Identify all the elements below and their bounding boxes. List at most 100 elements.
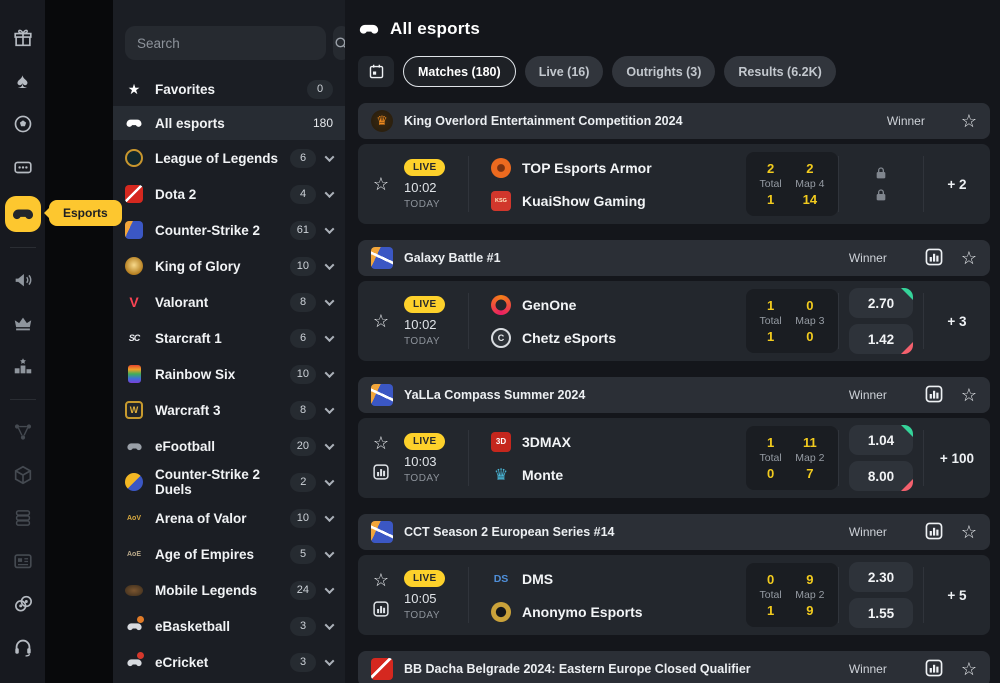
favorite-star-icon[interactable]: ☆ <box>960 522 977 542</box>
score-value: 2 <box>806 161 814 176</box>
odds-button-team2[interactable]: 8.00 <box>849 461 913 491</box>
tournament-header[interactable]: BB Dacha Belgrade 2024: Eastern Europe C… <box>358 651 990 683</box>
warcraft-3-icon <box>125 401 143 419</box>
odds-value: 2.70 <box>867 295 895 311</box>
tournament-title: Galaxy Battle #1 <box>404 251 501 265</box>
odds-button-team2[interactable]: 1.42 <box>849 324 913 354</box>
sidebar-item-ecricket[interactable]: eCricket 3 <box>113 644 345 680</box>
sidebar-item-mobile-legends[interactable]: Mobile Legends 24 <box>113 572 345 608</box>
favorite-star-icon[interactable]: ☆ <box>960 248 977 268</box>
tab-matches[interactable]: Matches (180) <box>403 56 516 87</box>
chevron-down-icon <box>324 475 335 486</box>
odds-button-team1[interactable]: 2.70 <box>849 288 913 318</box>
tab-results[interactable]: Results (6.2K) <box>724 56 836 87</box>
divider <box>468 567 469 623</box>
more-markets[interactable]: + 3 <box>947 313 967 329</box>
match-row[interactable]: ☆ LIVE 10:05 TODAY DMS Anonymo Esports 0 <box>358 555 990 635</box>
match-row[interactable]: ☆ LIVE 10:02 TODAY GenOne Chetz eSports … <box>358 281 990 361</box>
megaphone-promotions-icon[interactable] <box>8 266 38 294</box>
tournament-section: CCT Season 2 European Series #14 Winner … <box>358 514 990 635</box>
stats-icon[interactable] <box>923 520 947 544</box>
stats-icon[interactable] <box>923 246 947 270</box>
spades-card-games-icon[interactable]: ♠ <box>16 69 29 93</box>
tab-outrights[interactable]: Outrights (3) <box>612 56 716 87</box>
starcraft-1-icon <box>125 329 143 347</box>
soccer-sports-icon[interactable] <box>8 110 38 138</box>
match-row[interactable]: ☆ LIVE 10:03 TODAY 3DMAX Monte 1 Total <box>358 418 990 498</box>
stack-icon[interactable] <box>8 504 38 532</box>
favorite-star-icon[interactable]: ☆ <box>372 174 390 194</box>
chevron-down-icon <box>324 151 335 162</box>
odds-button-team2[interactable]: 1.55 <box>849 598 913 628</box>
chevron-down-icon <box>324 439 335 450</box>
team-name: TOP Esports Armor <box>522 159 652 176</box>
match-day: TODAY <box>404 335 441 347</box>
sidebar-item-efootball[interactable]: eFootball 20 <box>113 428 345 464</box>
more-markets[interactable]: + 2 <box>947 176 967 192</box>
score-panel: 1 Total 1 0 Map 3 0 <box>746 289 838 353</box>
sidebar-item-valorant[interactable]: Valorant 8 <box>113 284 345 320</box>
more-markets[interactable]: + 100 <box>939 450 975 466</box>
favorite-star-icon[interactable]: ☆ <box>960 659 977 679</box>
match-row[interactable]: ☆ LIVE 10:02 TODAY TOP Esports Armor Kua… <box>358 144 990 224</box>
score-label: Total <box>759 589 782 601</box>
odds-value: 1.04 <box>867 432 895 448</box>
tournament-header[interactable]: Galaxy Battle #1 Winner ☆ <box>358 240 990 276</box>
esports-gamepad-icon[interactable] <box>4 196 41 232</box>
game-label: Starcraft 1 <box>155 330 222 346</box>
favorite-star-icon[interactable]: ☆ <box>960 111 977 131</box>
podium-tournaments-icon[interactable] <box>8 352 38 380</box>
odds-button-team1[interactable]: 1.04 <box>849 425 913 455</box>
news-card-icon[interactable] <box>8 547 38 575</box>
search-input[interactable] <box>125 26 326 60</box>
crown-vip-icon[interactable] <box>8 309 38 337</box>
favorite-star-icon[interactable]: ☆ <box>372 570 390 590</box>
stats-icon[interactable] <box>923 383 947 407</box>
more-markets[interactable]: + 5 <box>947 587 967 603</box>
trend-up-icon <box>901 425 913 437</box>
favorite-star-icon[interactable]: ☆ <box>960 385 977 405</box>
promotions-gift-icon[interactable] <box>8 24 38 52</box>
sidebar-item-counter-strike-2-duels[interactable]: Counter-Strike 2 Duels 2 <box>113 464 345 500</box>
favorite-star-icon[interactable]: ☆ <box>372 311 390 331</box>
sidebar-item-counter-strike-2[interactable]: Counter-Strike 2 61 <box>113 212 345 248</box>
stats-icon[interactable] <box>923 657 947 681</box>
team-name: KuaiShow Gaming <box>522 192 646 209</box>
sidebar-item-favorites[interactable]: ★ Favorites 0 <box>113 72 345 106</box>
stats-icon[interactable] <box>371 599 391 619</box>
sidebar-item-league-of-legends[interactable]: League of Legends 6 <box>113 140 345 176</box>
match-time: 10:05 <box>404 590 437 606</box>
sidebar-item-king-of-glory[interactable]: King of Glory 10 <box>113 248 345 284</box>
chips-icon[interactable] <box>8 590 38 618</box>
tournament-header[interactable]: King Overlord Entertainment Competition … <box>358 103 990 139</box>
sidebar-item-warcraft-3[interactable]: Warcraft 3 8 <box>113 392 345 428</box>
game-count: 10 <box>289 508 316 528</box>
odds-button-team1[interactable]: 2.30 <box>849 562 913 592</box>
score-value: 2 <box>767 161 775 176</box>
sidebar-item-dota-2[interactable]: Dota 2 4 <box>113 176 345 212</box>
valorant-icon <box>125 293 143 311</box>
sidebar-item-all-esports[interactable]: All esports 180 <box>113 106 345 140</box>
casino-slots-icon[interactable] <box>8 153 38 181</box>
nav-rail: ♠ <box>0 0 45 683</box>
sidebar-item-rainbow-six[interactable]: Rainbow Six 10 <box>113 356 345 392</box>
tournament-header[interactable]: YaLLa Compass Summer 2024 Winner ☆ <box>358 377 990 413</box>
tab-live[interactable]: Live (16) <box>524 56 604 87</box>
divider <box>468 293 469 349</box>
score-value: 0 <box>767 466 775 481</box>
sidebar-item-age-of-empires[interactable]: Age of Empires 5 <box>113 536 345 572</box>
game-label: Counter-Strike 2 Duels <box>155 467 261 497</box>
chevron-down-icon <box>324 259 335 270</box>
tournament-header[interactable]: CCT Season 2 European Series #14 Winner … <box>358 514 990 550</box>
sidebar-item-ebasketball[interactable]: eBasketball 3 <box>113 608 345 644</box>
sidebar-item-starcraft-1[interactable]: Starcraft 1 6 <box>113 320 345 356</box>
cube-icon[interactable] <box>8 461 38 489</box>
headset-support-icon[interactable] <box>8 633 38 661</box>
network-affiliates-icon[interactable] <box>8 418 38 446</box>
stats-icon[interactable] <box>371 462 391 482</box>
favorite-star-icon[interactable]: ☆ <box>372 433 390 453</box>
sidebar-item-arena-of-valor[interactable]: Arena of Valor 10 <box>113 500 345 536</box>
game-count: 3 <box>290 652 316 672</box>
calendar-button[interactable] <box>358 56 394 87</box>
king-overlord-tournament-icon <box>371 110 393 132</box>
